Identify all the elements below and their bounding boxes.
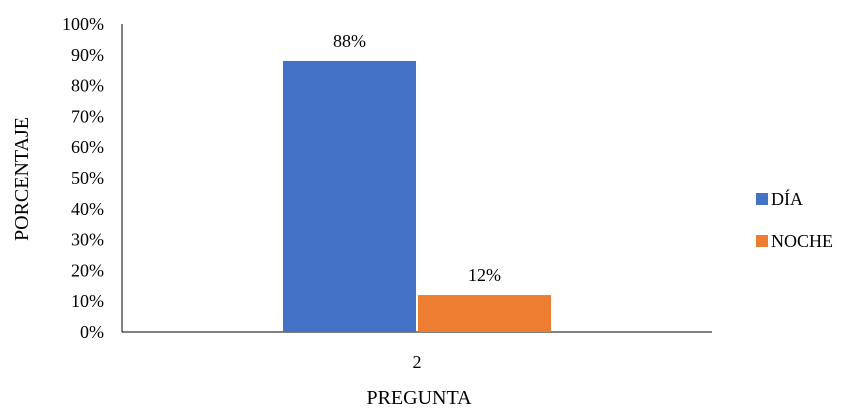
legend-swatch — [756, 193, 768, 205]
y-tick-label: 80% — [71, 76, 104, 96]
data-label: 88% — [333, 31, 366, 51]
y-tick-label: 40% — [71, 199, 104, 219]
data-label: 12% — [468, 265, 501, 285]
legend-swatch — [756, 235, 768, 247]
x-tick-label: 2 — [413, 352, 422, 372]
y-tick-label: 100% — [62, 14, 104, 34]
legend-label: NOCHE — [771, 231, 833, 251]
x-axis-title: PREGUNTA — [366, 387, 472, 409]
y-tick-label: 0% — [80, 322, 104, 342]
bars: 88% 12% — [283, 31, 551, 333]
y-tick-label: 70% — [71, 106, 104, 126]
y-tick-label: 50% — [71, 168, 104, 188]
y-axis-ticks: 0% 10% 20% 30% 40% 50% 60% 70% 80% 90% 100% — [62, 14, 104, 342]
x-axis-ticks: 2 — [413, 352, 422, 372]
bar-1 — [418, 295, 551, 332]
y-tick-label: 60% — [71, 137, 104, 157]
y-axis-title: PORCENTAJE — [11, 117, 33, 241]
y-tick-label: 20% — [71, 260, 104, 280]
y-tick-label: 10% — [71, 291, 104, 311]
legend-label: DÍA — [771, 188, 803, 209]
bar-0 — [283, 60, 416, 333]
y-tick-label: 90% — [71, 45, 104, 65]
legend: DÍA NOCHE — [756, 188, 833, 251]
y-tick-label: 30% — [71, 230, 104, 250]
